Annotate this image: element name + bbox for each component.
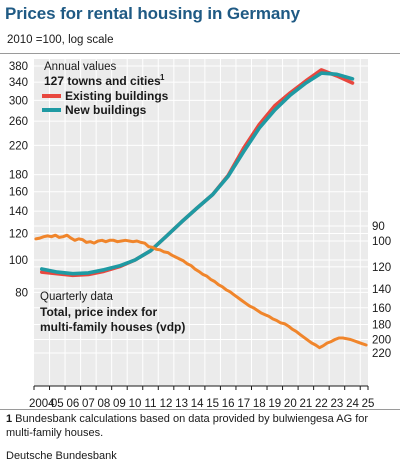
right-axis-tick-label: 90 xyxy=(372,221,385,233)
x-axis-tick-label: 11 xyxy=(145,398,157,410)
right-axis-tick-label: 160 xyxy=(372,303,391,315)
right-axis-tick-label: 220 xyxy=(372,348,391,360)
left-axis-tick-label: 160 xyxy=(9,187,28,199)
chart-subtitle: 2010 =100, log scale xyxy=(7,34,114,46)
right-axis-tick-label: 120 xyxy=(372,262,391,274)
x-axis-tick-label: 17 xyxy=(237,398,250,410)
left-axis-tick-label: 340 xyxy=(9,77,28,89)
x-axis-tick-label: 16 xyxy=(222,398,235,410)
x-axis-tick-label: 05 xyxy=(51,398,64,410)
legend-label-new-buildings: New buildings xyxy=(65,103,147,117)
right-axis-tick-label: 140 xyxy=(372,284,391,296)
x-axis-tick-label: 08 xyxy=(98,398,111,410)
source-label: Deutsche Bundesbank xyxy=(6,450,117,462)
x-axis-tick-label: 14 xyxy=(191,398,204,410)
series-line-vdp-index xyxy=(34,233,368,350)
bottom-divider xyxy=(0,409,400,410)
legend-label-existing-buildings: Existing buildings xyxy=(65,89,169,103)
x-axis-tick-label: 13 xyxy=(175,398,188,410)
x-axis-tick-label: 18 xyxy=(253,398,266,410)
x-axis-tick-label: 06 xyxy=(66,398,79,410)
x-axis-tick-label: 19 xyxy=(268,398,281,410)
top-divider xyxy=(0,53,400,54)
annotation-vdp-line2: multi-family houses (vdp) xyxy=(40,320,185,334)
left-axis-tick-label: 260 xyxy=(9,116,28,128)
footnote-marker: 1 xyxy=(6,413,13,425)
left-axis-tick-label: 120 xyxy=(9,229,28,241)
series-line-new-buildings xyxy=(39,71,355,276)
plot-area: 80 100 120 140 160 180 220 260 300 340 380 90 100 120… xyxy=(0,55,400,410)
left-axis-tick-label: 300 xyxy=(9,95,28,107)
left-axis-tick-label: 100 xyxy=(9,255,28,267)
x-axis-tick-label: 24 xyxy=(346,398,359,410)
right-axis-tick-label: 200 xyxy=(372,334,391,346)
left-axis-tick-label: 380 xyxy=(9,61,28,73)
x-axis-tick-label: 15 xyxy=(206,398,219,410)
right-axis-tick-label: 100 xyxy=(372,236,391,248)
footnote-text: Bundesbank calculations based on data pr… xyxy=(6,413,369,439)
left-axis-tick-label: 180 xyxy=(9,170,28,182)
footnote: 1 Bundesbank calculations based on data … xyxy=(6,412,396,440)
left-axis-tick-label: 140 xyxy=(9,206,28,218)
x-axis-tick-label: 09 xyxy=(113,398,126,410)
x-axis-tick-label: 23 xyxy=(331,398,344,410)
x-axis-tick-label: 2004 xyxy=(29,398,55,410)
annotation-annual-values: Annual values xyxy=(44,61,116,73)
annotation-vdp-line1: Total, price index for xyxy=(40,305,157,319)
x-axis-tick-label: 10 xyxy=(129,398,142,410)
annotation-quarterly-data: Quarterly data xyxy=(40,291,113,303)
x-axis-tick-label: 22 xyxy=(315,398,328,410)
chart-svg: 8010012014016018022026030034038090100120… xyxy=(9,59,391,410)
plot-background xyxy=(34,59,368,386)
annotation-superscript: 1 xyxy=(160,73,165,82)
x-axis-tick-label: 12 xyxy=(160,398,173,410)
x-axis-tick-label: 07 xyxy=(82,398,95,410)
x-axis-tick-label: 21 xyxy=(299,398,312,410)
x-axis-tick-label: 20 xyxy=(284,398,297,410)
left-axis-tick-label: 220 xyxy=(9,140,28,152)
right-axis-tick-label: 180 xyxy=(372,319,391,331)
x-axis-tick-label: 25 xyxy=(362,398,375,410)
chart-title: Prices for rental housing in Germany xyxy=(5,4,300,23)
left-axis-tick-label: 80 xyxy=(15,287,28,299)
annotation-towns-cities: 127 towns and cities xyxy=(44,74,161,88)
